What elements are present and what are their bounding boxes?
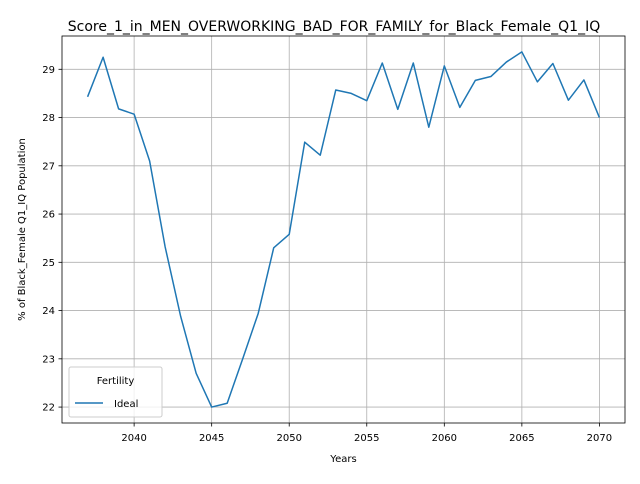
y-tick-label: 25 bbox=[42, 258, 55, 269]
y-tick-label: 28 bbox=[42, 113, 55, 124]
series-line-ideal bbox=[86, 51, 601, 408]
x-tick-label: 2055 bbox=[354, 433, 379, 444]
x-tick-label: 2065 bbox=[509, 433, 534, 444]
y-tick-label: 26 bbox=[42, 210, 55, 221]
y-tick-label: 29 bbox=[42, 65, 55, 76]
x-tick-label: 2040 bbox=[121, 433, 146, 444]
x-tick-label: 2070 bbox=[587, 433, 612, 444]
legend: Fertility Ideal bbox=[68, 366, 163, 418]
y-axis-label: % of Black_Female Q1_IQ Population bbox=[17, 138, 28, 321]
x-tick-label: 2050 bbox=[276, 433, 301, 444]
x-tick-label: 2045 bbox=[199, 433, 224, 444]
plot-frame bbox=[61, 35, 626, 424]
chart-title: Score_1_in_MEN_OVERWORKING_BAD_FOR_FAMIL… bbox=[68, 19, 601, 35]
legend-title: Fertility bbox=[97, 376, 135, 387]
legend-box bbox=[68, 366, 163, 418]
x-axis-label: Years bbox=[329, 454, 356, 465]
y-tick-label: 24 bbox=[42, 306, 55, 317]
series-layer bbox=[86, 51, 601, 408]
x-tick-label: 2060 bbox=[432, 433, 457, 444]
x-axis-ticks: 2040 2045 2050 2055 2060 2065 2070 bbox=[121, 423, 612, 444]
y-tick-label: 22 bbox=[42, 403, 55, 414]
y-tick-label: 23 bbox=[42, 354, 55, 365]
y-axis-ticks: 22 23 24 25 26 27 28 29 bbox=[42, 65, 62, 414]
legend-label-ideal: Ideal bbox=[114, 399, 138, 410]
y-tick-label: 27 bbox=[42, 161, 55, 172]
